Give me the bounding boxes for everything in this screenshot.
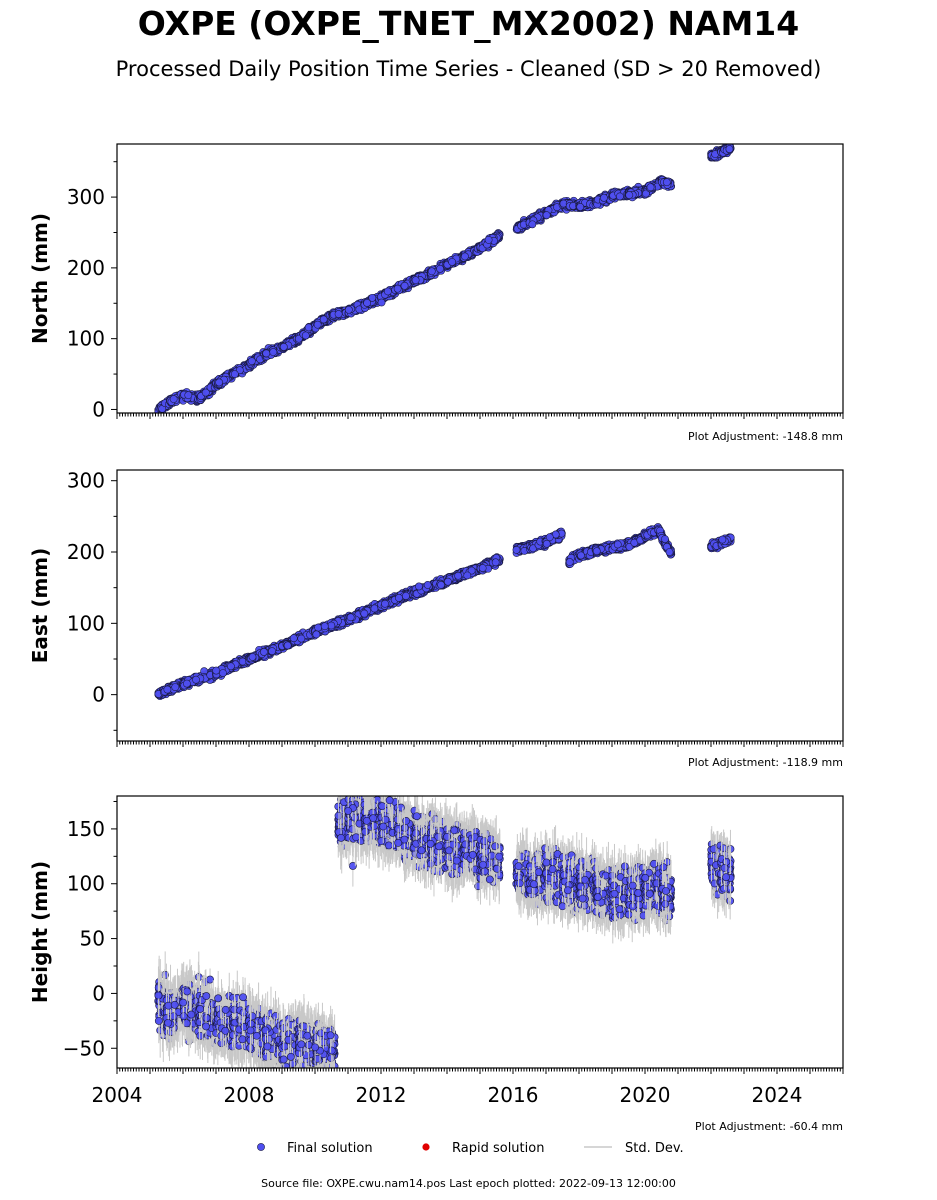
y-tick-label: 300	[67, 185, 105, 209]
data-point	[219, 669, 227, 677]
data-point	[400, 281, 409, 290]
data-point	[314, 623, 323, 632]
data-point	[383, 287, 392, 296]
data-point	[662, 178, 671, 187]
data-point	[411, 276, 420, 285]
data-point	[313, 320, 322, 329]
y-tick-label: 200	[67, 256, 105, 280]
series-segment-east-1	[154, 553, 504, 701]
y-axis-label-north: North (mm)	[28, 213, 52, 344]
data-point	[262, 349, 271, 358]
data-point	[461, 252, 469, 261]
data-point	[182, 679, 191, 688]
data-point	[319, 315, 328, 324]
data-point	[297, 634, 306, 643]
data-point	[230, 370, 239, 379]
data-point	[616, 192, 624, 201]
data-point	[393, 284, 402, 293]
data-points-east	[154, 523, 735, 701]
data-point	[289, 634, 298, 643]
data-point	[344, 305, 353, 314]
y-tick-label: 0	[92, 397, 105, 421]
series-segment-north-2	[512, 175, 675, 234]
data-point	[377, 298, 386, 307]
data-point	[395, 593, 403, 602]
data-point	[301, 331, 310, 340]
data-point	[381, 599, 389, 608]
data-point	[184, 391, 193, 400]
data-point	[427, 267, 436, 276]
data-point	[542, 211, 551, 220]
data-point	[163, 685, 172, 694]
page-title: OXPE (OXPE_TNET_MX2002) NAM14	[137, 4, 800, 43]
data-point	[646, 183, 655, 192]
data-point	[169, 395, 178, 403]
data-point	[370, 604, 379, 613]
panel-north: 0 100 200 300 North (mm) Plot Adjustment: -14…	[28, 143, 844, 443]
plot-adjustment-north: Plot Adjustment: -148.8 mm	[688, 430, 843, 443]
data-point	[436, 264, 444, 273]
data-point	[283, 641, 292, 650]
data-point	[448, 258, 457, 266]
series-segment-north-1	[154, 229, 504, 413]
data-point	[484, 235, 493, 244]
data-point	[269, 348, 278, 356]
data-point	[320, 622, 329, 631]
data-point	[327, 621, 336, 630]
data-point	[248, 653, 257, 661]
data-point	[171, 683, 180, 692]
data-point	[268, 647, 276, 656]
data-point	[346, 613, 355, 622]
data-point	[363, 299, 372, 307]
data-point	[402, 592, 410, 600]
data-point	[259, 648, 268, 656]
data-point	[360, 609, 369, 618]
data-point	[600, 193, 608, 202]
page-subtitle: Processed Daily Position Time Series - C…	[115, 57, 822, 81]
data-point	[725, 145, 734, 153]
y-tick-label: 100	[67, 327, 105, 351]
data-point	[528, 220, 537, 229]
data-points-north	[154, 144, 735, 413]
data-point	[201, 388, 210, 397]
data-point	[238, 657, 247, 666]
data-point	[312, 630, 321, 639]
data-point	[279, 342, 288, 351]
data-point	[247, 357, 256, 366]
data-point	[215, 378, 224, 387]
data-point	[227, 662, 235, 671]
data-point	[212, 666, 221, 675]
data-point	[192, 675, 200, 684]
series-segment-north-3	[707, 144, 735, 162]
data-point	[576, 203, 585, 211]
data-point	[625, 191, 634, 199]
data-point	[334, 310, 343, 318]
